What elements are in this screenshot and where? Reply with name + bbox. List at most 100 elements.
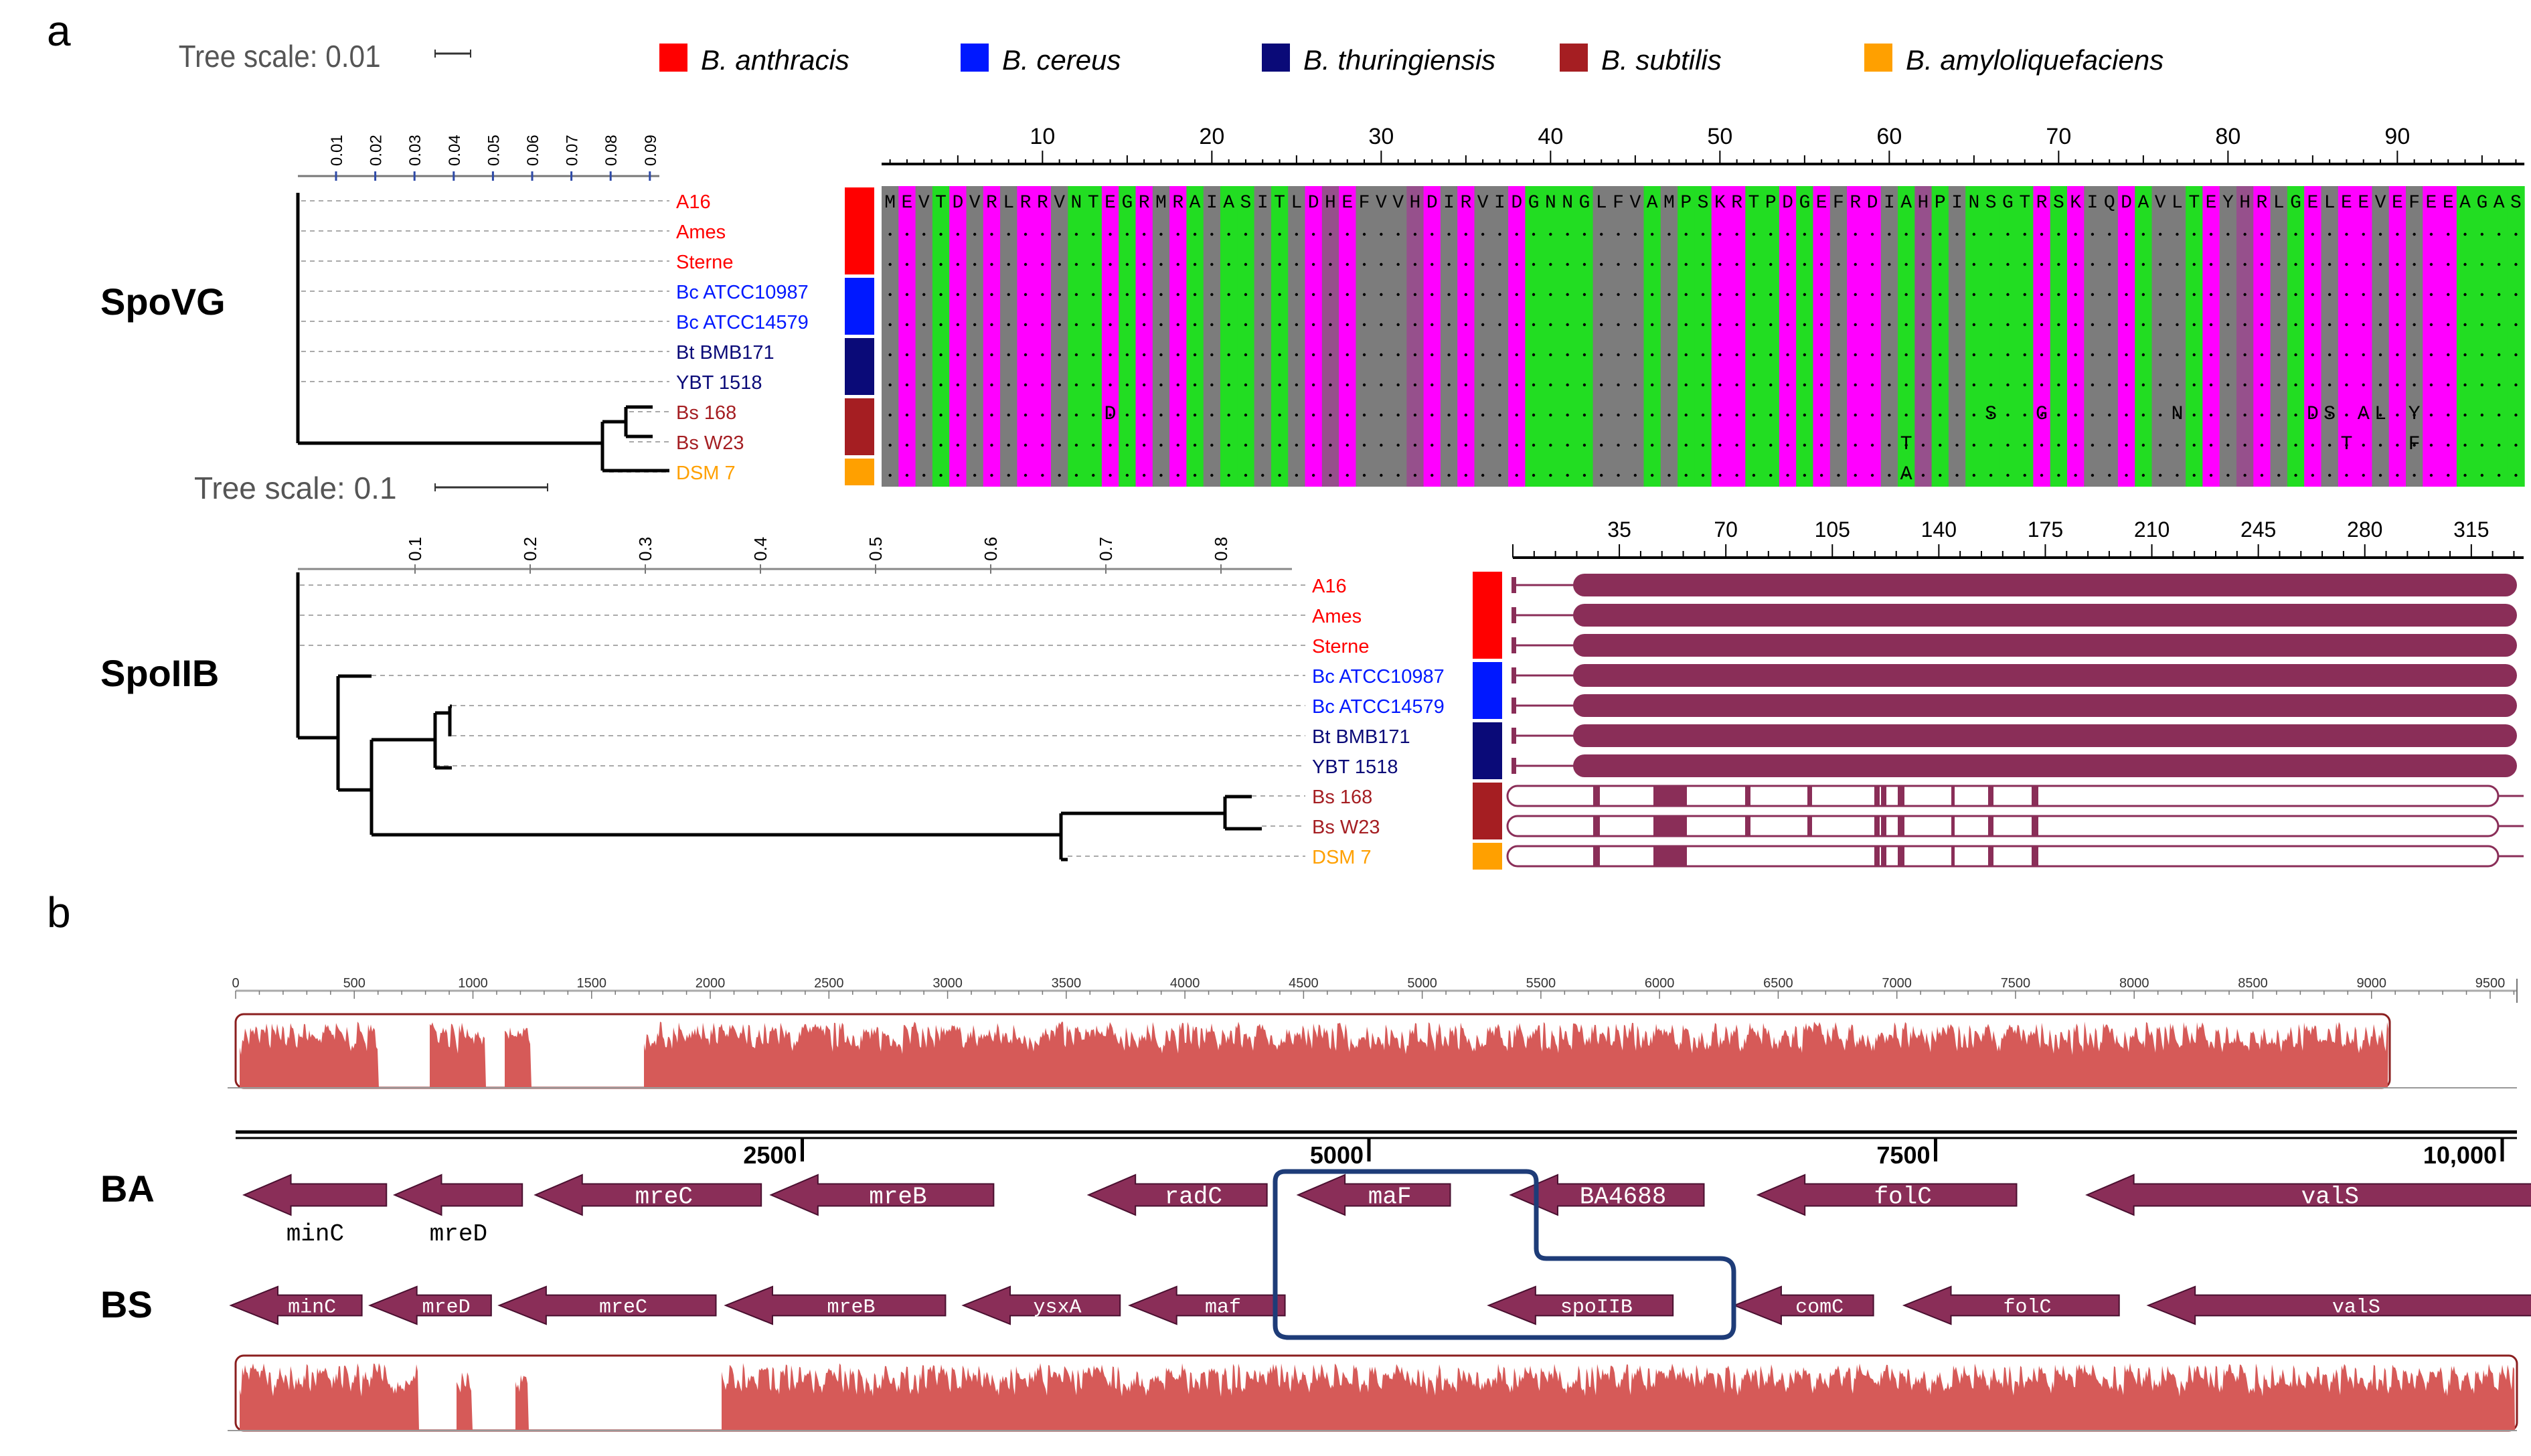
identical-residue-dot	[1633, 413, 1637, 417]
alignment-column	[1321, 186, 1339, 487]
identical-residue-dot	[1566, 383, 1569, 387]
identical-residue-dot	[1667, 232, 1671, 236]
ruler-tick-label: 90	[2384, 124, 2410, 149]
identical-residue-dot	[2091, 232, 2095, 236]
alignment-column	[2016, 186, 2034, 487]
consensus-residue: V	[2375, 193, 2386, 214]
identical-residue-dot	[2023, 232, 2026, 236]
consensus-residue: V	[969, 193, 981, 214]
axis-tick-label: 0.3	[635, 537, 655, 561]
alignment-position-ruler: 0 500 1000 1500 2000 2500 3000 3500 4000 4500 5000…	[232, 976, 2518, 1003]
identical-residue-dot	[1380, 443, 1383, 447]
identical-residue-dot	[1769, 473, 1773, 477]
identical-residue-dot	[905, 323, 909, 327]
identical-residue-dot	[1413, 323, 1417, 327]
identical-residue-dot	[1904, 473, 1908, 477]
identical-residue-dot	[1125, 262, 1129, 266]
identical-residue-dot	[1819, 353, 1823, 357]
identical-residue-dot	[2413, 353, 2416, 357]
identical-residue-dot	[1921, 262, 1925, 266]
identical-residue-dot	[1819, 293, 1823, 297]
identical-residue-dot	[2158, 293, 2162, 297]
identical-residue-dot	[2125, 232, 2128, 236]
spoiib-strain-labels: A16 Ames Sterne Bc ATCC10987 Bc ATCC14579 Bt …	[1312, 576, 1445, 868]
identical-residue-dot	[1278, 473, 1281, 477]
alignment-column	[966, 186, 984, 487]
identical-residue-dot	[2413, 293, 2416, 297]
alignment-column	[2219, 186, 2237, 487]
identical-residue-dot	[2074, 323, 2077, 327]
gene-arrow	[1756, 1174, 2018, 1216]
consensus-residue: E	[1105, 193, 1116, 214]
identical-residue-dot	[1464, 232, 1468, 236]
alignment-column	[1203, 186, 1221, 487]
identical-residue-dot	[2514, 262, 2518, 266]
consensus-residue: A	[2494, 193, 2505, 214]
identical-residue-dot	[2158, 473, 2162, 477]
alignment-column	[1982, 186, 2000, 487]
identical-residue-dot	[2040, 293, 2044, 297]
gene-arrow	[534, 1174, 762, 1216]
spoiib-tree-axis: 0.1 0.2 0.3 0.4 0.5 0.6 0.7 0.8	[298, 537, 1292, 574]
identical-residue-dot	[1193, 232, 1197, 236]
protein-start-mark	[1512, 667, 1516, 683]
identical-residue-dot	[2345, 262, 2348, 266]
identical-residue-dot	[2497, 353, 2501, 357]
coverage-profile	[240, 1363, 2515, 1431]
identical-residue-dot	[1769, 262, 1773, 266]
identical-residue-dot	[1582, 443, 1586, 447]
identical-residue-dot	[1752, 473, 1756, 477]
identical-residue-dot	[2141, 232, 2145, 236]
identical-residue-dot	[2463, 413, 2467, 417]
identical-residue-dot	[1210, 323, 1214, 327]
protein-segment	[1653, 786, 1687, 806]
identical-residue-dot	[1582, 473, 1586, 477]
variant-residue: T	[1900, 433, 1912, 456]
identical-residue-dot	[2141, 323, 2145, 327]
identical-residue-dot	[1600, 323, 1603, 327]
identical-residue-dot	[1617, 293, 1620, 297]
consensus-residue: D	[2121, 193, 2132, 214]
identical-residue-dot	[2260, 262, 2264, 266]
strain-label: Bc ATCC14579	[676, 312, 809, 333]
identical-residue-dot	[1600, 353, 1603, 357]
identical-residue-dot	[1244, 443, 1248, 447]
identical-residue-dot	[2226, 323, 2230, 327]
alignment-column	[2067, 186, 2085, 487]
identical-residue-dot	[1549, 323, 1552, 327]
identical-residue-dot	[2243, 383, 2247, 387]
consensus-residue: L	[1003, 193, 1014, 214]
identical-residue-dot	[2362, 232, 2365, 236]
identical-residue-dot	[2141, 443, 2145, 447]
identical-residue-dot	[1989, 323, 1993, 327]
identical-residue-dot	[1074, 262, 1078, 266]
variant-residue: N	[2171, 403, 2183, 426]
identical-residue-dot	[1092, 323, 1095, 327]
identical-residue-dot	[2176, 232, 2179, 236]
ruler-tick-label: 80	[2215, 124, 2240, 149]
alignment-column	[1559, 186, 1576, 487]
identical-residue-dot	[2226, 353, 2230, 357]
alignment-column	[1914, 186, 1933, 487]
identical-residue-dot	[2108, 413, 2111, 417]
protein-segment	[1745, 816, 1750, 836]
identical-residue-dot	[1227, 262, 1230, 266]
identical-residue-dot	[1278, 383, 1281, 387]
identical-residue-dot	[2260, 353, 2264, 357]
identical-residue-dot	[1295, 232, 1299, 236]
identical-residue-dot	[1024, 293, 1028, 297]
identical-residue-dot	[990, 323, 993, 327]
identical-residue-dot	[1617, 323, 1620, 327]
ruler-tick-label: 0	[232, 976, 239, 991]
identical-residue-dot	[1701, 262, 1705, 266]
identical-residue-dot	[990, 473, 993, 477]
identical-residue-dot	[922, 262, 926, 266]
identical-residue-dot	[2362, 413, 2365, 417]
axis-tick-label: 0.06	[524, 135, 542, 166]
identical-residue-dot	[1380, 473, 1383, 477]
identical-residue-dot	[1109, 353, 1112, 357]
identical-residue-dot	[1176, 293, 1179, 297]
strain-label: Bt BMB171	[676, 342, 774, 363]
identical-residue-dot	[905, 262, 909, 266]
